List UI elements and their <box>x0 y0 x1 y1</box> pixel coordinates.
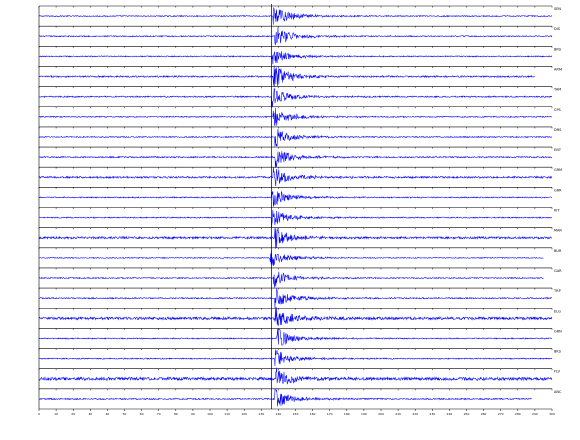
trace-panel: TRP <box>38 287 561 309</box>
station-label: BUR <box>554 249 562 253</box>
seismic-trace <box>38 128 553 147</box>
station-label: BRS <box>554 47 562 51</box>
station-label: MAR <box>554 229 562 233</box>
trace-panel: KIT <box>38 207 560 228</box>
x-tick-label: 260 <box>481 412 487 416</box>
station-label: GAR <box>554 269 562 273</box>
x-tick-label: 10 <box>54 412 58 416</box>
seismic-trace <box>38 107 553 126</box>
x-tick-label: 280 <box>515 412 521 416</box>
station-label: ELG <box>554 309 561 313</box>
seismic-trace <box>38 367 553 385</box>
seismic-trace <box>38 210 553 228</box>
x-tick-label: 250 <box>464 412 470 416</box>
seismic-trace <box>38 51 553 65</box>
seismic-trace <box>38 349 553 366</box>
seismic-trace <box>38 7 553 25</box>
seismic-trace <box>38 271 544 288</box>
x-tick-label: 20 <box>71 412 75 416</box>
station-label: DIS <box>554 27 561 31</box>
trace-panel: ELG <box>38 307 561 329</box>
station-label: TRP <box>553 289 561 293</box>
x-tick-label: 300 <box>549 412 555 416</box>
seismic-trace <box>38 151 553 168</box>
station-label: DRS <box>554 128 562 132</box>
x-tick-label: 290 <box>532 412 538 416</box>
x-tick-label: 40 <box>105 412 109 416</box>
trace-panel: ANC <box>38 388 562 409</box>
seismic-trace <box>38 166 553 186</box>
seismic-trace <box>38 328 553 346</box>
trace-panel: FLV <box>38 367 561 389</box>
station-label: GRM <box>554 168 562 172</box>
x-tick-label: 220 <box>412 412 418 416</box>
station-label: ANC <box>554 390 562 394</box>
seismic-trace <box>38 288 553 309</box>
trace-panel: SEN <box>38 5 561 27</box>
x-tick-label: 50 <box>123 412 127 416</box>
x-tick-label: 0 <box>38 412 40 416</box>
trace-panels: SEN DIS BRS ARM TAM CPS DRS ENT GRM GRR KIT MAR BUR G… <box>38 5 562 409</box>
x-tick-label: 90 <box>191 412 195 416</box>
seismic-trace <box>38 88 553 108</box>
trace-panel: ENT <box>38 146 562 168</box>
x-tick-label: 100 <box>207 412 213 416</box>
seismic-trace <box>38 190 553 207</box>
station-label: ARM <box>554 67 562 71</box>
x-tick-label: 120 <box>241 412 247 416</box>
trace-panel: CPS <box>38 106 562 127</box>
x-tick-label: 140 <box>276 412 282 416</box>
x-tick-label: 240 <box>447 412 453 416</box>
station-label: FLV <box>554 370 561 374</box>
station-label: GRR <box>554 188 562 192</box>
seismic-trace <box>38 65 536 87</box>
trace-panel: TAM <box>38 86 561 108</box>
station-label: GRN <box>554 329 562 333</box>
station-label: ENT <box>554 148 562 152</box>
x-tick-label: 170 <box>327 412 333 416</box>
trace-panel: GRR <box>38 187 562 208</box>
trace-panel: BUR <box>38 247 562 268</box>
station-label: TAM <box>553 88 561 92</box>
seismic-trace <box>38 27 553 46</box>
trace-panel: GRN <box>38 328 562 349</box>
seismic-trace <box>38 307 553 326</box>
seismic-trace <box>38 227 553 249</box>
station-label: BKS <box>554 350 562 354</box>
x-tick-label: 230 <box>429 412 435 416</box>
trace-panel: MAR <box>38 227 562 249</box>
x-tick-label: 60 <box>140 412 144 416</box>
seismic-trace <box>38 388 532 407</box>
x-tick-label: 190 <box>361 412 367 416</box>
trace-panel: BRS <box>38 45 562 67</box>
x-tick-label: 150 <box>293 412 299 416</box>
trace-panel: DIS <box>38 25 561 47</box>
station-label: CPS <box>554 108 562 112</box>
trace-panel: ARM <box>38 65 562 87</box>
x-axis: 0 10 20 30 40 50 60 70 80 90 100 110 120 130 140 150 160… <box>38 408 555 416</box>
x-tick-label: 80 <box>174 412 178 416</box>
trace-panel: GAR <box>38 267 562 289</box>
x-tick-label: 200 <box>378 412 384 416</box>
x-tick-label: 210 <box>395 412 401 416</box>
trace-panel: BKS <box>38 348 562 369</box>
trace-panel: DRS <box>38 126 562 148</box>
x-tick-label: 180 <box>344 412 350 416</box>
station-label: KIT <box>554 209 560 213</box>
x-tick-label: 70 <box>157 412 161 416</box>
x-tick-label: 130 <box>258 412 264 416</box>
trace-panel: GRM <box>38 166 562 188</box>
x-tick-label: 30 <box>88 412 92 416</box>
x-tick-label: 110 <box>224 412 230 416</box>
x-tick-label: 160 <box>310 412 316 416</box>
x-tick-label: 270 <box>498 412 504 416</box>
station-label: SEN <box>554 7 561 11</box>
seismic-trace <box>38 251 544 267</box>
